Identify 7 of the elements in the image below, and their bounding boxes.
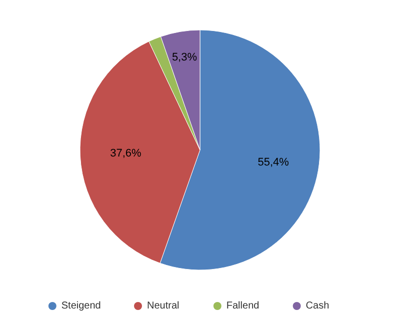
legend-label: Neutral <box>147 300 180 312</box>
legend-label: Cash <box>306 300 330 312</box>
data-label: 55,4% <box>258 156 290 168</box>
data-label: 5,3% <box>172 52 198 64</box>
legend-label: Steigend <box>61 300 101 312</box>
data-label: 37,6% <box>110 148 142 160</box>
legend-label: Fallend <box>226 300 260 312</box>
